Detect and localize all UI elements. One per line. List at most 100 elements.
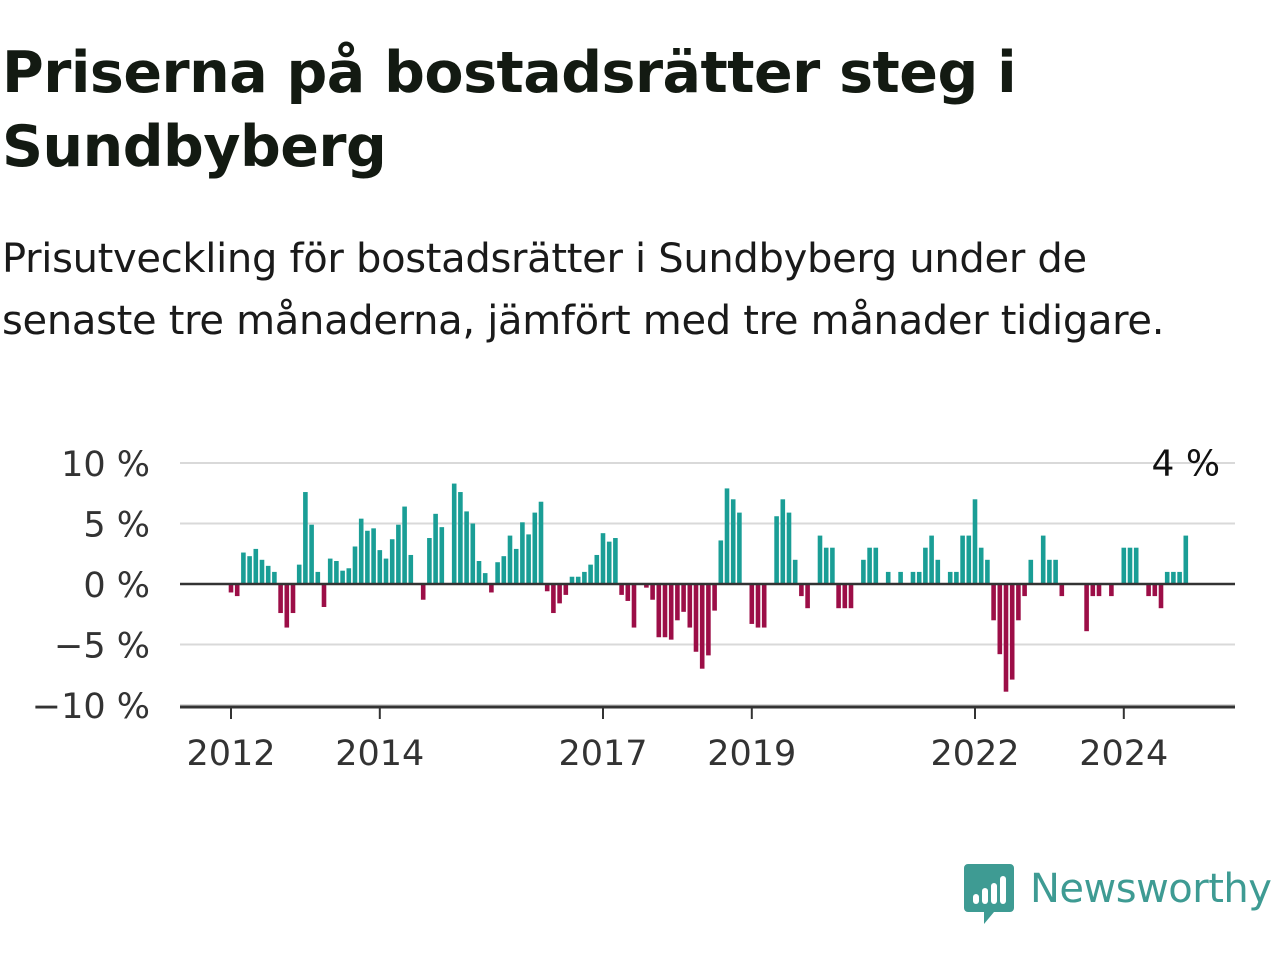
bar [823,547,829,584]
bar [873,547,879,584]
bar [606,541,612,584]
bar [861,559,866,584]
bar [631,584,637,628]
bar [799,584,804,597]
bar [867,547,872,584]
bar [644,584,649,588]
bar [327,558,333,584]
bar [848,584,854,609]
bar [836,584,841,609]
bar [1084,584,1089,632]
bar [402,506,407,584]
bar [563,584,569,595]
bar [234,584,240,597]
bar [272,571,277,584]
bar [309,524,314,584]
bar [408,554,414,584]
bar [916,571,922,584]
bar [1016,584,1021,621]
bar [1003,584,1009,692]
bar [600,533,606,584]
bar [352,546,358,584]
bar [1133,547,1139,584]
bar [842,584,848,609]
bar [954,571,959,584]
bar [544,584,550,592]
bar [929,535,934,584]
bar [792,559,798,584]
bar [625,584,631,601]
newsworthy-logo-icon [964,864,1014,924]
bar [1164,571,1170,584]
bar [296,564,302,584]
bar [991,584,996,621]
bar [1177,571,1182,584]
bar [451,483,457,584]
brand-name: Newsworthy [1030,866,1272,912]
bar [489,584,494,593]
bar [960,535,965,584]
bar [1040,535,1046,584]
bar [830,547,835,584]
bar [985,559,990,584]
bar [923,547,928,584]
bar [569,576,575,584]
bar [265,565,271,584]
bar [619,584,624,595]
bar [1109,584,1114,597]
bar [334,561,339,584]
bar [1121,547,1127,584]
bar [724,488,730,584]
bar [247,556,252,584]
bar [470,523,476,584]
bar [532,512,538,584]
bar [1028,559,1034,584]
bar [377,550,383,584]
bar [551,584,556,614]
bar [1171,571,1176,584]
bar [1090,584,1096,597]
x-tick-label: 2022 [930,734,1019,774]
bar [476,561,482,584]
x-tick-label: 2017 [558,734,647,774]
bar [712,584,717,611]
bar [526,534,531,584]
bar [805,584,810,609]
bar [1158,584,1164,609]
bar [594,554,600,584]
bar [396,524,401,584]
x-tick-label: 2012 [186,734,275,774]
bar [321,584,327,607]
y-tick-label: 5 % [83,506,150,546]
x-tick-label: 2019 [707,734,796,774]
bar [1053,559,1058,584]
bar [978,547,984,584]
bar [730,499,736,584]
bar [420,584,426,600]
bar [278,584,283,614]
bar [681,584,686,612]
bar [675,584,680,621]
bar [1047,559,1052,584]
bar [228,584,234,593]
bar [947,571,953,584]
bar [1009,584,1015,680]
bar [910,571,916,584]
bar [371,528,376,584]
bar [706,584,711,656]
bar [284,584,290,628]
bar [458,492,463,584]
bar [1022,584,1027,597]
bar [1146,584,1151,597]
bar [662,584,668,638]
bar [1096,584,1102,597]
bar [1152,584,1158,597]
brand-logo[interactable]: Newsworthy [964,864,1272,926]
bar [687,584,693,628]
bar [693,584,699,652]
bar [507,535,513,584]
bar [935,559,941,584]
last-value-label: 4 % [1152,444,1221,485]
bar [780,499,786,584]
bar [365,530,370,584]
